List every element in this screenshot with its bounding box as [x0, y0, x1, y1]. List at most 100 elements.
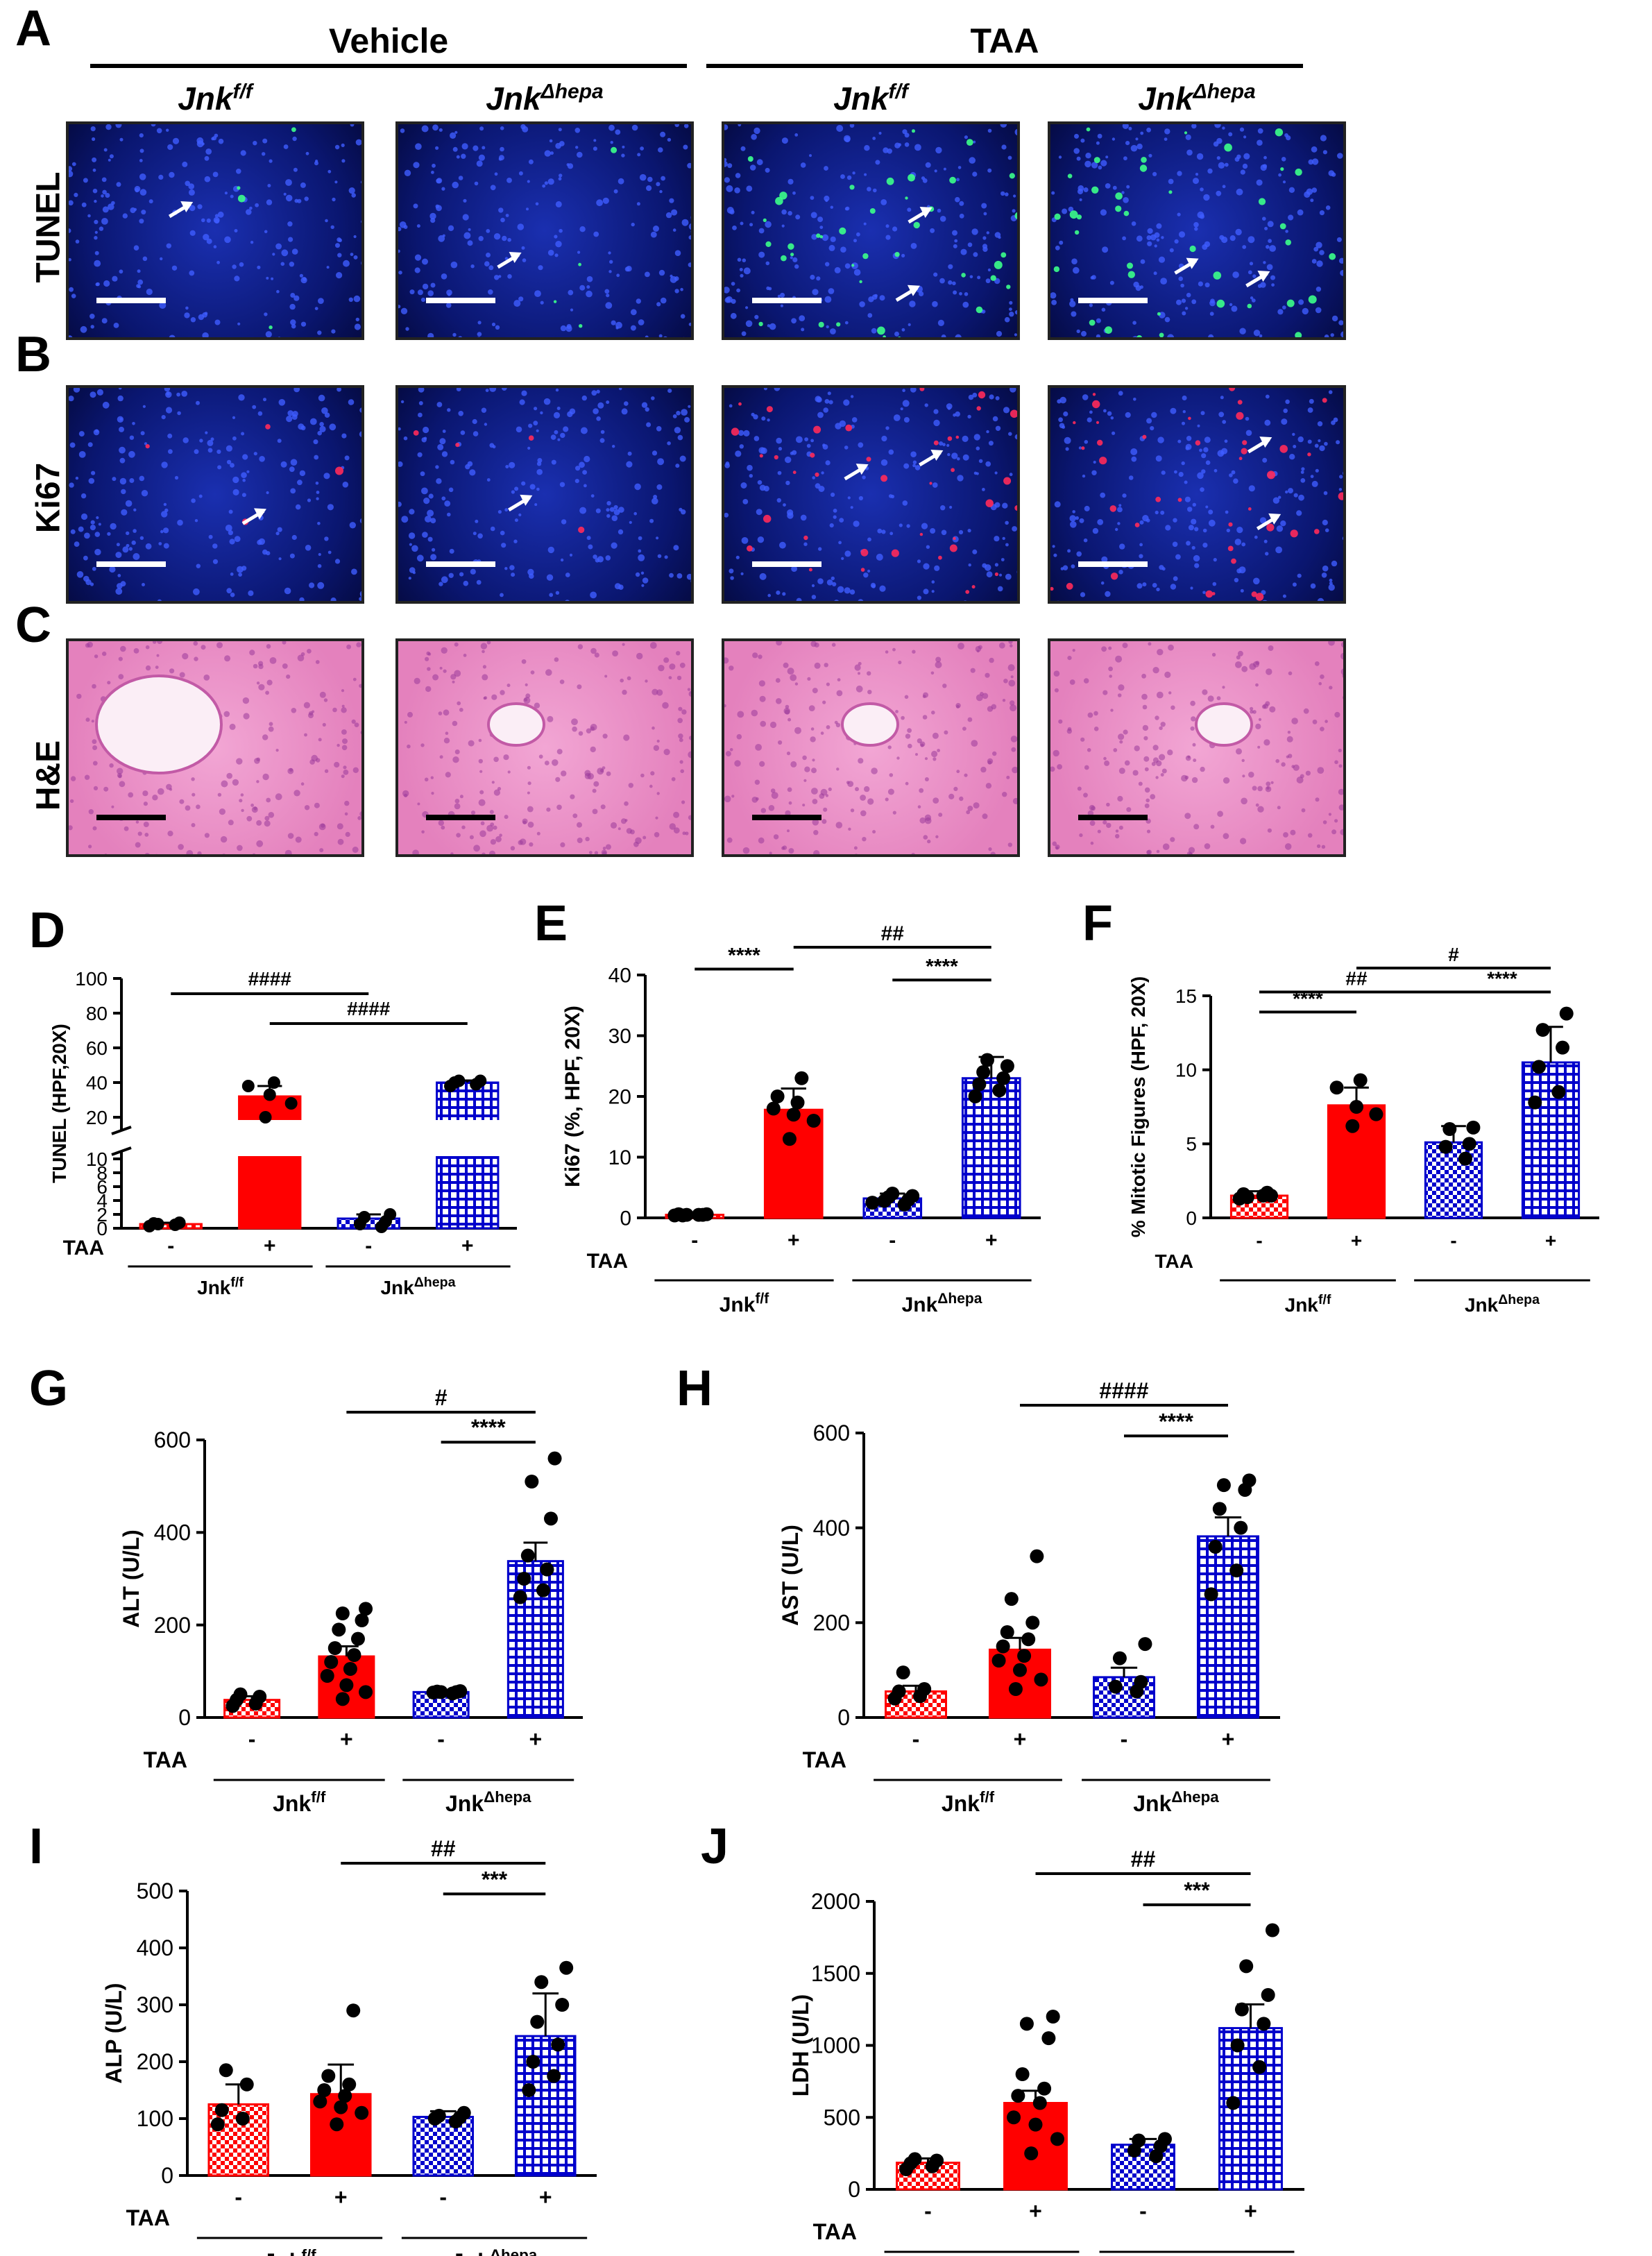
group-label-vehicle: Vehicle	[328, 22, 449, 60]
i-sig-label: ***	[482, 1867, 508, 1892]
i-y-tick-label: 200	[137, 2049, 173, 2074]
g-data-point	[350, 1631, 365, 1646]
e-data-point	[782, 1132, 797, 1146]
i-y-tick-label: 0	[161, 2163, 173, 2188]
panel-label-e: E	[534, 896, 568, 951]
h-data-point	[1034, 1672, 1048, 1687]
g-sig-label: ****	[471, 1415, 506, 1440]
f-data-point	[1240, 1190, 1254, 1205]
e-data-point	[976, 1065, 991, 1079]
g-data-point	[327, 1641, 342, 1655]
vehicle-bracket	[90, 64, 687, 68]
ki67-micrograph-3	[722, 385, 1020, 604]
e-category-label: +	[985, 1229, 998, 1252]
d-y-tick-label: 4	[96, 1190, 108, 1212]
g-data-point	[339, 1678, 354, 1693]
d-data-point	[358, 1211, 371, 1223]
f-data-point	[1369, 1107, 1383, 1121]
h-data-point	[917, 1682, 932, 1696]
h-data-point	[1234, 1520, 1248, 1535]
d-bar-break-gap	[434, 1120, 501, 1156]
h-y-axis-title: AST (U/L)	[778, 1525, 803, 1626]
h-data-point	[1004, 1592, 1019, 1606]
i-bar	[514, 2035, 577, 2177]
g-category-label: +	[529, 1727, 543, 1752]
e-data-point	[766, 1101, 781, 1116]
i-data-point	[313, 2094, 327, 2109]
j-y-tick-label: 1000	[811, 2033, 860, 2058]
g-data-point	[434, 1685, 448, 1699]
h-data-point	[1112, 1651, 1127, 1665]
h-data-point	[996, 1639, 1010, 1654]
panel-label-b: B	[15, 327, 51, 382]
e-y-axis-title: Ki67 (%, HPF, 20X)	[561, 1006, 584, 1187]
panel-label-a: A	[15, 1, 51, 56]
f-data-point	[1442, 1122, 1457, 1136]
i-data-point	[522, 2083, 536, 2097]
j-y-tick-label: 1500	[811, 1961, 860, 1986]
j-y-axis-title: LDH (U/L)	[788, 1994, 813, 2097]
h-y-tick-label: 200	[813, 1611, 850, 1636]
tunel-micrograph-4	[1048, 121, 1346, 340]
h-sig-label: ****	[1159, 1409, 1193, 1434]
i-data-point	[210, 2117, 225, 2132]
g-data-point	[320, 1669, 334, 1683]
h-data-point	[1216, 1478, 1231, 1493]
g-data-point	[253, 1690, 267, 1704]
h-data-point	[896, 1665, 910, 1680]
e-data-point	[980, 1053, 994, 1067]
i-data-point	[321, 2069, 336, 2083]
e-data-point	[865, 1196, 880, 1210]
f-bar	[1424, 1141, 1483, 1219]
group-label-taa: TAA	[970, 22, 1039, 60]
panel-label-g: G	[29, 1361, 69, 1416]
f-y-tick-label: 5	[1186, 1133, 1197, 1155]
e-data-point	[996, 1071, 1011, 1085]
j-data-point	[930, 2153, 944, 2168]
i-data-point	[219, 2063, 233, 2078]
f-data-point	[1559, 1006, 1574, 1021]
h-category-label: -	[912, 1727, 920, 1752]
d-y-tick-label: 40	[86, 1072, 108, 1094]
f-category-label: -	[1256, 1230, 1262, 1251]
f-group-label-flox: Jnkf/f	[1285, 1292, 1331, 1316]
j-data-point	[1011, 2089, 1025, 2103]
d-y-tick-label: 20	[86, 1107, 108, 1128]
h-data-point	[1229, 1563, 1244, 1578]
h-y-tick-label: 400	[813, 1516, 850, 1541]
j-data-point	[1015, 2067, 1030, 2081]
i-category-label: -	[439, 2185, 447, 2210]
panel-label-i: I	[29, 1819, 44, 1874]
j-data-point	[1037, 2081, 1052, 2096]
i-treatment-label: TAA	[126, 2205, 170, 2230]
e-bar	[763, 1108, 824, 1219]
panel-label-f: F	[1082, 896, 1113, 951]
g-data-point	[536, 1583, 550, 1597]
e-data-point	[968, 1089, 982, 1103]
h-data-point	[1030, 1549, 1044, 1563]
h-y-tick-label: 600	[813, 1420, 850, 1445]
taa-bracket	[706, 64, 1303, 68]
d-data-point	[259, 1111, 272, 1123]
j-data-point	[1230, 2038, 1245, 2053]
d-sig-label: ####	[248, 968, 292, 990]
g-y-tick-label: 200	[154, 1613, 191, 1638]
j-data-point	[908, 2152, 922, 2166]
d-category-label: -	[365, 1235, 372, 1257]
h-data-point	[1242, 1473, 1257, 1488]
d-y-tick-label: 60	[86, 1037, 108, 1059]
genotype-header-2: JnkΔhepa	[486, 80, 604, 117]
h-data-point	[991, 1654, 1006, 1668]
d-category-label: -	[167, 1235, 174, 1257]
e-data-point	[1000, 1059, 1014, 1074]
d-data-point	[474, 1074, 487, 1087]
g-data-point	[517, 1572, 531, 1586]
j-data-point	[1252, 2060, 1267, 2074]
i-data-point	[338, 2089, 352, 2103]
f-data-point	[1438, 1139, 1453, 1154]
h-sig-label: ####	[1099, 1378, 1148, 1403]
f-treatment-label: TAA	[1155, 1250, 1193, 1272]
g-data-point	[233, 1687, 248, 1702]
h-data-point	[1134, 1674, 1148, 1689]
i-group-label-flox: Jnkf/f	[263, 2246, 316, 2256]
